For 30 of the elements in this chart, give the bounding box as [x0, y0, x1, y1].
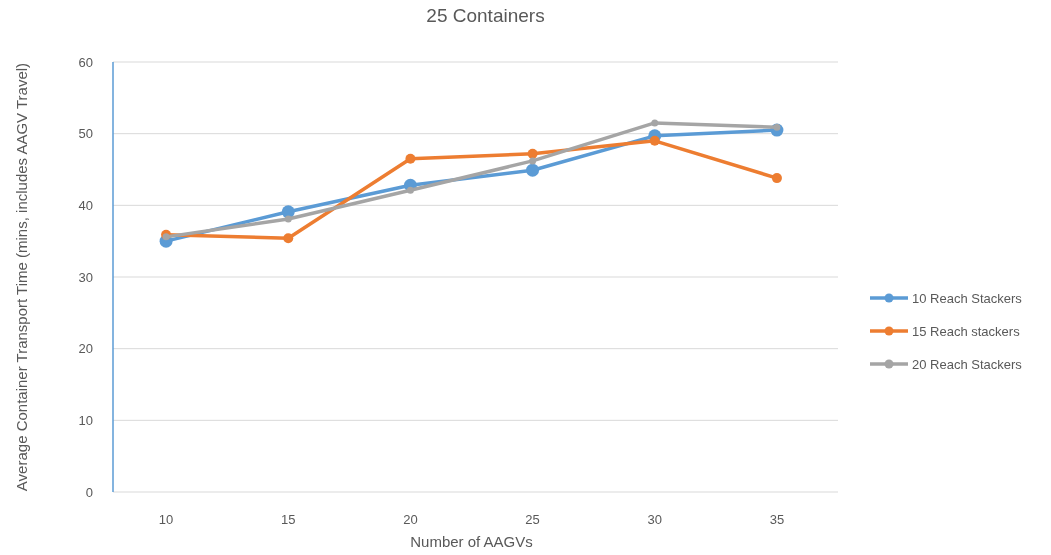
point: [283, 233, 294, 244]
y-tick-label: 0: [85, 484, 93, 500]
x-tick-label: 30: [647, 512, 662, 527]
y-tick-label: 60: [78, 54, 93, 70]
x-tick-label: 25: [525, 512, 540, 527]
point: [162, 233, 170, 241]
chart-title: 25 Containers: [426, 5, 545, 26]
x-tick-label: 20: [403, 512, 418, 527]
x-tick-label: 10: [158, 512, 174, 527]
y-tick-label: 20: [78, 341, 93, 357]
point: [526, 163, 540, 177]
y-tick-label: 10: [78, 412, 93, 428]
legend-label: 10 Reach Stackers: [912, 290, 1023, 306]
legend-label: 15 Reach stackers: [912, 323, 1021, 339]
point: [527, 148, 538, 159]
point: [284, 215, 292, 223]
point: [405, 153, 416, 164]
point: [771, 173, 782, 184]
point: [651, 119, 659, 127]
point: [529, 157, 537, 165]
point: [406, 186, 414, 194]
x-tick-label: 15: [281, 512, 296, 527]
y-axis-title: Average Container Transport Time (mins, includes AAGV Travel): [13, 62, 30, 492]
x-tick-label: 35: [769, 512, 785, 527]
x-axis-title: Number of AAGVs: [410, 533, 533, 550]
y-tick-label: 50: [78, 126, 93, 142]
point: [649, 135, 660, 146]
legend-label: 20 Reach Stackers: [912, 356, 1023, 372]
y-tick-label: 30: [78, 269, 93, 285]
y-tick-label: 40: [78, 197, 93, 213]
